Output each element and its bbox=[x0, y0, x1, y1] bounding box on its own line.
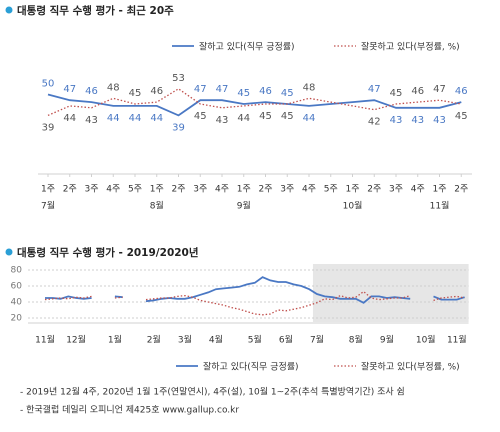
data-label: 47 bbox=[63, 84, 76, 95]
x-tick-label: 2주 bbox=[454, 184, 468, 195]
data-label: 45 bbox=[237, 88, 250, 99]
x-group-label: 11월 bbox=[430, 200, 450, 212]
x-tick-label: 4주 bbox=[106, 184, 120, 195]
data-label: 45 bbox=[455, 111, 468, 122]
x-tick-label: 5주 bbox=[324, 184, 338, 195]
data-label: 43 bbox=[390, 115, 403, 126]
data-label: 44 bbox=[150, 113, 163, 124]
x-tick-label: 2주 bbox=[258, 184, 272, 195]
data-label: 43 bbox=[85, 115, 98, 126]
data-label: 44 bbox=[237, 113, 250, 124]
x-tick-label: 2월 bbox=[147, 334, 161, 346]
data-label: 47 bbox=[194, 84, 207, 95]
x-tick-label: 1월 bbox=[108, 334, 122, 346]
x-tick-label: 3주 bbox=[193, 184, 207, 195]
x-group-label: 10월 bbox=[343, 200, 363, 212]
x-tick-label: 2주 bbox=[367, 184, 381, 195]
x-tick-label: 1주 bbox=[345, 184, 359, 195]
x-group-label: 7월 bbox=[41, 200, 55, 212]
data-label: 46 bbox=[455, 86, 468, 97]
x-tick-label: 1주 bbox=[150, 184, 164, 195]
data-label: 45 bbox=[194, 111, 207, 122]
data-label: 48 bbox=[107, 82, 120, 93]
x-tick-label: 2주 bbox=[63, 184, 77, 195]
x-tick-label: 3주 bbox=[84, 184, 98, 195]
x-tick-label: 6월 bbox=[279, 334, 293, 346]
note: - 2019년 12월 4주, 2020년 1월 1주(연말연시), 4주(설)… bbox=[20, 386, 405, 398]
data-label: 50 bbox=[42, 79, 55, 90]
x-tick-label: 3주 bbox=[280, 184, 294, 195]
x-tick-label: 5주 bbox=[128, 184, 142, 195]
data-label: 45 bbox=[259, 111, 272, 122]
data-label: 43 bbox=[216, 115, 229, 126]
x-tick-label: 11월 bbox=[447, 334, 467, 346]
data-label: 44 bbox=[63, 113, 76, 124]
x-tick-label: 4월 bbox=[209, 334, 223, 346]
x-tick-label: 12월 bbox=[66, 334, 86, 346]
data-label: 44 bbox=[107, 113, 120, 124]
data-label: 45 bbox=[281, 88, 294, 99]
shaded-period bbox=[312, 264, 469, 322]
x-tick-label: 10월 bbox=[416, 334, 436, 346]
data-label: 48 bbox=[303, 82, 316, 93]
data-label: 47 bbox=[216, 84, 229, 95]
x-tick-label: 9월 bbox=[380, 334, 394, 346]
x-tick-label: 4주 bbox=[215, 184, 229, 195]
bullet bbox=[5, 6, 13, 14]
series-line bbox=[45, 276, 465, 304]
data-label: 45 bbox=[129, 88, 142, 99]
x-tick-label: 1주 bbox=[41, 184, 55, 195]
x-tick-label: 4주 bbox=[302, 184, 316, 195]
bullet bbox=[5, 248, 13, 256]
x-tick-label: 1주 bbox=[432, 184, 446, 195]
legend-label: 잘못하고 있다(부정률, %) bbox=[361, 41, 460, 53]
data-label: 42 bbox=[368, 117, 381, 128]
chart-title: 대통령 직무 수행 평가 - 최근 20주 bbox=[17, 4, 174, 17]
data-label: 53 bbox=[172, 73, 185, 84]
series-line bbox=[47, 88, 462, 116]
x-tick-label: 1주 bbox=[237, 184, 251, 195]
data-label: 46 bbox=[85, 86, 98, 97]
data-label: 44 bbox=[129, 113, 142, 124]
data-label: 45 bbox=[281, 111, 294, 122]
x-tick-label: 4주 bbox=[411, 184, 425, 195]
data-label: 46 bbox=[150, 86, 163, 97]
data-label: 47 bbox=[433, 84, 446, 95]
x-tick-label: 5월 bbox=[248, 334, 262, 346]
y-tick-label: 40 bbox=[11, 298, 23, 308]
data-label: 39 bbox=[42, 122, 55, 133]
x-tick-label: 7월 bbox=[310, 334, 324, 346]
y-tick-label: 60 bbox=[11, 282, 23, 292]
data-label: 43 bbox=[411, 115, 424, 126]
data-label: 43 bbox=[433, 115, 446, 126]
chart-title: 대통령 직무 수행 평가 - 2019/2020년 bbox=[17, 246, 199, 259]
data-label: 47 bbox=[368, 84, 381, 95]
data-label: 44 bbox=[303, 113, 316, 124]
data-label: 39 bbox=[172, 122, 185, 133]
data-label: 45 bbox=[390, 88, 403, 99]
note: - 한국갤럽 데일리 오피니언 제425호 www.gallup.co.kr bbox=[20, 404, 239, 416]
series-line bbox=[47, 93, 462, 117]
x-tick-label: 8월 bbox=[349, 334, 363, 346]
x-tick-label: 2주 bbox=[171, 184, 185, 195]
legend-label: 잘하고 있다(직무 긍정률) bbox=[203, 361, 299, 373]
y-tick-label: 80 bbox=[11, 266, 23, 276]
y-tick-label: 20 bbox=[11, 314, 23, 324]
x-tick-label: 3월 bbox=[178, 334, 192, 346]
data-label: 46 bbox=[259, 86, 272, 97]
data-label: 46 bbox=[411, 86, 424, 97]
legend-label: 잘하고 있다(직무 긍정률) bbox=[199, 41, 295, 53]
x-tick-label: 3주 bbox=[389, 184, 403, 195]
series-line bbox=[44, 290, 465, 316]
x-tick-label: 11월 bbox=[35, 334, 55, 346]
x-group-label: 8월 bbox=[150, 200, 164, 212]
legend-label: 잘못하고 있다(부정률, %) bbox=[361, 361, 460, 373]
x-group-label: 9월 bbox=[237, 200, 251, 212]
